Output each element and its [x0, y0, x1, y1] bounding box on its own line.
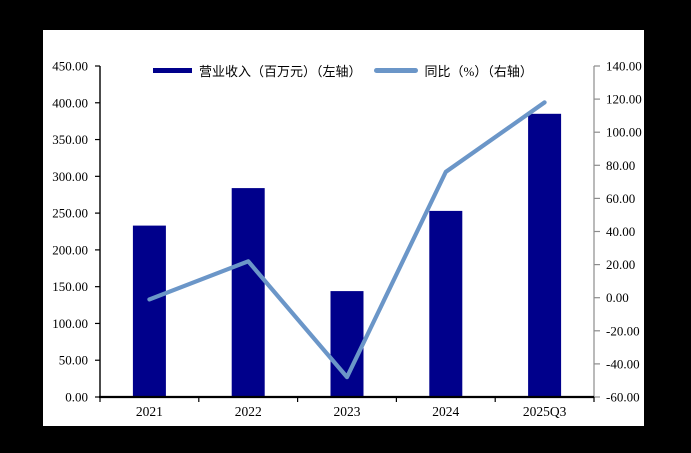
- right-tick-label: 120.00: [606, 92, 642, 107]
- bar-2022: [231, 188, 265, 397]
- right-tick-label: 140.00: [606, 59, 642, 74]
- right-tick-label: 20.00: [606, 257, 635, 272]
- right-tick-label: 100.00: [606, 125, 642, 140]
- legend-label-revenue: 营业收入（百万元）（左轴）: [199, 63, 362, 79]
- right-tick-label: 80.00: [606, 158, 635, 173]
- left-tick-label: 400.00: [52, 95, 88, 110]
- right-tick-label: -60.00: [606, 390, 640, 405]
- legend: 营业收入（百万元）（左轴） 同比（%）（右轴）: [153, 60, 533, 80]
- right-tick-label: 60.00: [606, 191, 635, 206]
- x-tick-label: 2023: [334, 404, 361, 419]
- left-tick-label: 350.00: [52, 132, 88, 147]
- left-tick-label: 100.00: [52, 316, 88, 331]
- left-tick-label: 50.00: [59, 353, 88, 368]
- x-tick-label: 2022: [235, 404, 262, 419]
- left-tick-label: 250.00: [52, 206, 88, 221]
- trend-line: [147, 100, 547, 380]
- x-tick-label: 2025Q3: [523, 404, 567, 419]
- x-tick-label: 2021: [136, 404, 163, 419]
- right-tick-label: -40.00: [606, 356, 640, 371]
- left-tick-label: 150.00: [52, 279, 88, 294]
- legend-label-yoy: 同比（%）（右轴）: [424, 63, 533, 79]
- revenue-bar-swatch-icon: [153, 67, 192, 73]
- yoy-line-swatch-icon: [373, 67, 418, 73]
- left-tick-label: 450.00: [52, 59, 88, 74]
- bar-2024: [429, 210, 463, 397]
- chart-panel: 营业收入（百万元）（左轴） 同比（%）（右轴） 0.00 50.00 100.00 1…: [43, 30, 644, 426]
- right-tick-label: 40.00: [606, 224, 635, 239]
- legend-item-revenue: 营业收入（百万元）（左轴）: [153, 61, 362, 80]
- bar-2023: [330, 291, 364, 397]
- left-tick-label: 300.00: [52, 169, 88, 184]
- legend-item-yoy: 同比（%）（右轴）: [373, 61, 533, 80]
- chart-plot: 0.00 50.00 100.00 150.00 200.00 250.00 300.00 3…: [52, 59, 642, 420]
- bar-2021: [132, 225, 166, 397]
- left-tick-label: 200.00: [52, 242, 88, 257]
- bar-2025Q3: [528, 113, 562, 398]
- left-tick-label: 0.00: [65, 390, 88, 405]
- right-tick-label: 0.00: [606, 290, 629, 305]
- right-tick-label: -20.00: [606, 323, 640, 338]
- x-tick-label: 2024: [432, 404, 459, 419]
